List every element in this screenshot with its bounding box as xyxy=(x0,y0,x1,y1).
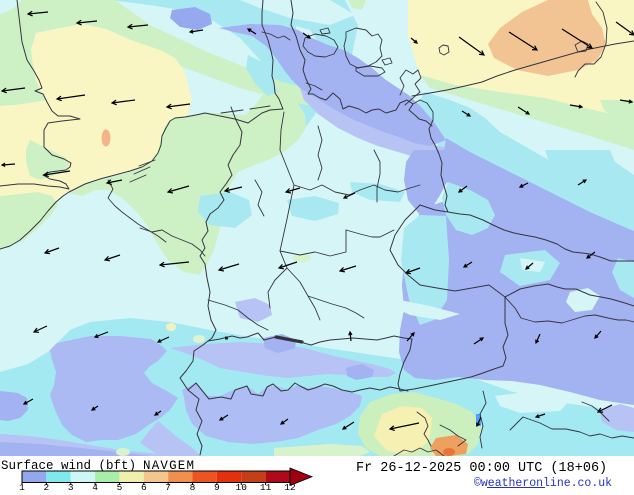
svg-text:Surface wind (bft): Surface wind (bft) xyxy=(1,459,136,473)
svg-text:4: 4 xyxy=(92,482,98,490)
svg-text:7: 7 xyxy=(165,482,171,490)
svg-text:NAVGEM: NAVGEM xyxy=(143,459,195,473)
svg-text:2: 2 xyxy=(44,482,50,490)
svg-text:1: 1 xyxy=(19,482,25,490)
svg-text:8: 8 xyxy=(190,482,196,490)
svg-text:©weatheronline.co.uk: ©weatheronline.co.uk xyxy=(474,477,612,490)
svg-text:5: 5 xyxy=(117,482,123,490)
svg-text:12: 12 xyxy=(284,482,296,490)
svg-text:6: 6 xyxy=(141,482,147,490)
svg-text:3: 3 xyxy=(68,482,74,490)
svg-text:11: 11 xyxy=(260,482,272,490)
svg-text:9: 9 xyxy=(214,482,220,490)
svg-text:10: 10 xyxy=(236,482,248,490)
svg-text:Fr 26-12-2025 00:00 UTC (18+06: Fr 26-12-2025 00:00 UTC (18+06) xyxy=(356,461,607,476)
